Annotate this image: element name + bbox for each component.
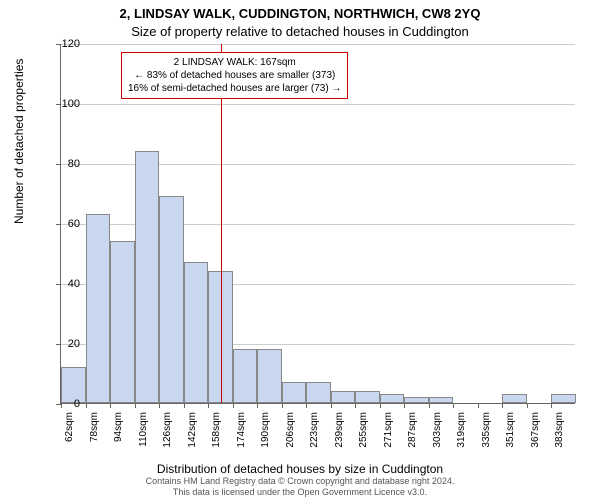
histogram-bar [159,196,184,403]
histogram-bar [233,349,258,403]
histogram-bar [429,397,454,403]
histogram-bar [331,391,356,403]
x-tick-label: 223sqm [309,412,320,448]
y-tick-mark [56,344,61,345]
y-tick-mark [56,164,61,165]
grid-line [61,104,575,105]
x-tick-label: 255sqm [358,412,369,448]
chart-title-line2: Size of property relative to detached ho… [0,24,600,39]
grid-line [61,44,575,45]
x-tick-mark [551,403,552,408]
x-tick-label: 287sqm [407,412,418,448]
histogram-bar [184,262,209,403]
histogram-bar [380,394,405,403]
x-tick-mark [429,403,430,408]
x-tick-label: 383sqm [554,412,565,448]
x-tick-label: 126sqm [162,412,173,448]
annotation-box: 2 LINDSAY WALK: 167sqm ← 83% of detached… [121,52,348,99]
x-tick-label: 190sqm [260,412,271,448]
y-tick-label: 20 [68,338,80,350]
x-tick-label: 239sqm [334,412,345,448]
x-tick-mark [355,403,356,408]
x-tick-label: 94sqm [113,412,124,442]
histogram-bar [306,382,331,403]
y-axis-label: Number of detached properties [12,59,26,224]
x-tick-mark [478,403,479,408]
x-tick-mark [453,403,454,408]
x-axis-label: Distribution of detached houses by size … [0,462,600,476]
x-tick-mark [527,403,528,408]
x-tick-label: 62sqm [64,412,75,442]
x-tick-label: 142sqm [187,412,198,448]
x-tick-label: 174sqm [236,412,247,448]
footer-line2: This data is licensed under the Open Gov… [0,487,600,498]
plot-area: 2 LINDSAY WALK: 167sqm ← 83% of detached… [60,44,575,404]
x-tick-label: 158sqm [211,412,222,448]
y-tick-mark [56,104,61,105]
y-tick-mark [56,284,61,285]
histogram-bar [355,391,380,403]
x-tick-mark [159,403,160,408]
y-tick-label: 40 [68,278,80,290]
x-tick-label: 206sqm [285,412,296,448]
histogram-bar [110,241,135,403]
y-tick-label: 100 [62,98,80,110]
x-tick-mark [306,403,307,408]
x-tick-label: 303sqm [432,412,443,448]
y-tick-label: 80 [68,158,80,170]
x-tick-mark [404,403,405,408]
x-tick-mark [233,403,234,408]
chart-title-line1: 2, LINDSAY WALK, CUDDINGTON, NORTHWICH, … [0,6,600,21]
x-tick-label: 110sqm [138,412,149,447]
y-tick-mark [56,224,61,225]
x-tick-label: 271sqm [383,412,394,448]
x-tick-mark [61,403,62,408]
x-tick-label: 78sqm [89,412,100,442]
x-tick-mark [208,403,209,408]
histogram-bar [208,271,233,403]
histogram-bar [86,214,111,403]
annotation-line3: 16% of semi-detached houses are larger (… [128,82,341,95]
x-tick-mark [86,403,87,408]
histogram-bar [257,349,282,403]
footer-line1: Contains HM Land Registry data © Crown c… [0,476,600,487]
y-tick-label: 60 [68,218,80,230]
x-tick-label: 319sqm [456,412,467,448]
annotation-line2: ← 83% of detached houses are smaller (37… [128,69,341,82]
y-tick-mark [56,44,61,45]
y-tick-label: 0 [74,398,80,410]
x-tick-label: 335sqm [481,412,492,448]
x-tick-mark [502,403,503,408]
x-tick-label: 367sqm [530,412,541,448]
histogram-bar [135,151,160,403]
x-tick-mark [380,403,381,408]
annotation-line1: 2 LINDSAY WALK: 167sqm [128,56,341,69]
x-tick-mark [282,403,283,408]
x-tick-mark [184,403,185,408]
x-tick-mark [110,403,111,408]
histogram-bar [282,382,307,403]
x-tick-mark [331,403,332,408]
x-tick-mark [257,403,258,408]
footer-text: Contains HM Land Registry data © Crown c… [0,476,600,498]
chart-container: 2, LINDSAY WALK, CUDDINGTON, NORTHWICH, … [0,0,600,500]
x-tick-label: 351sqm [505,412,516,448]
x-tick-mark [135,403,136,408]
histogram-bar [404,397,429,403]
y-tick-label: 120 [62,38,80,50]
histogram-bar [502,394,527,403]
histogram-bar [551,394,576,403]
